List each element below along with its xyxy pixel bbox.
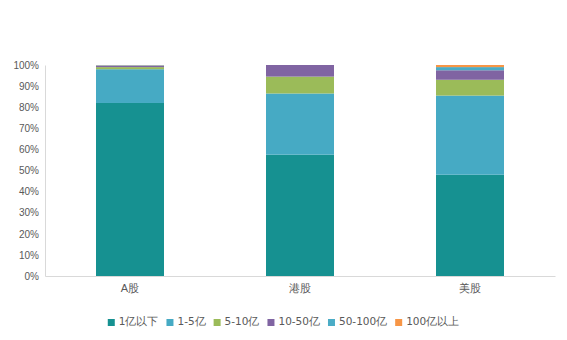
bars xyxy=(96,65,504,276)
y-tick: 80% xyxy=(19,102,45,113)
y-tick: 70% xyxy=(19,123,45,134)
y-tick-label: 20% xyxy=(19,229,39,240)
bar-segment xyxy=(96,66,164,67)
legend-label: 5-10亿 xyxy=(225,315,260,327)
chart: 0% 10% 20% 30% 40% 50% 60% 70% 80% 90% 100% A股 港股 美股 1… xyxy=(0,0,567,340)
y-tick: 20% xyxy=(19,229,45,240)
y-tick: 10% xyxy=(19,250,45,261)
bar-segment xyxy=(266,93,334,154)
y-tick: 90% xyxy=(19,81,45,92)
x-axis-line xyxy=(46,276,556,277)
y-tick-label: 90% xyxy=(19,81,39,92)
legend-item: 1亿以下 xyxy=(108,315,159,327)
x-tick: A股 xyxy=(121,276,139,294)
x-tick: 港股 xyxy=(289,276,311,294)
y-tick-label: 40% xyxy=(19,186,39,197)
legend-label: 100亿以上 xyxy=(406,315,459,327)
series xyxy=(96,69,504,175)
x-tick-label: 美股 xyxy=(459,282,481,294)
bar-segment xyxy=(436,96,504,175)
y-tick: 0% xyxy=(25,271,45,282)
y-axis: 0% 10% 20% 30% 40% 50% 60% 70% 80% 90% 100% xyxy=(13,60,45,282)
bar-segment xyxy=(96,67,164,69)
bar-segment xyxy=(436,80,504,96)
y-tick-label: 30% xyxy=(19,207,39,218)
y-tick-label: 100% xyxy=(13,60,39,71)
legend-label: 10-50亿 xyxy=(278,315,320,327)
legend-item: 50-100亿 xyxy=(328,315,387,327)
bar-segment xyxy=(96,65,164,66)
y-tick-label: 70% xyxy=(19,123,39,134)
y-tick: 50% xyxy=(19,165,45,176)
x-axis: A股 港股 美股 xyxy=(46,276,556,294)
legend-item: 1-5亿 xyxy=(166,315,205,327)
legend-swatch xyxy=(108,319,115,326)
y-tick-label: 50% xyxy=(19,165,39,176)
y-tick: 60% xyxy=(19,144,45,155)
y-axis-line xyxy=(45,66,46,277)
y-tick: 40% xyxy=(19,186,45,197)
bar-segment xyxy=(266,77,334,94)
x-tick: 美股 xyxy=(459,276,481,294)
bar-segment xyxy=(436,67,504,70)
series xyxy=(96,65,504,80)
legend: 1亿以下 1-5亿 5-10亿 10-50亿 50-100亿 100亿以上 xyxy=(108,315,459,327)
legend-swatch xyxy=(166,319,173,326)
x-tick-label: A股 xyxy=(121,282,139,294)
bar-segment xyxy=(436,175,504,276)
series xyxy=(96,65,504,70)
y-tick-label: 10% xyxy=(19,250,39,261)
bar-segment xyxy=(96,103,164,276)
legend-item: 10-50亿 xyxy=(267,315,320,327)
y-tick: 100% xyxy=(13,60,45,71)
bar-segment xyxy=(266,65,334,66)
bar-segment xyxy=(436,65,504,67)
legend-label: 1-5亿 xyxy=(177,315,205,327)
legend-swatch xyxy=(214,319,221,326)
legend-swatch xyxy=(395,319,402,326)
y-tick: 30% xyxy=(19,207,45,218)
bar-segment xyxy=(266,65,334,66)
legend-swatch xyxy=(267,319,274,326)
y-tick-label: 0% xyxy=(25,271,40,282)
plot: 0% 10% 20% 30% 40% 50% 60% 70% 80% 90% 100% A股 港股 美股 xyxy=(13,60,555,294)
bar-segment xyxy=(96,69,164,103)
legend-item: 5-10亿 xyxy=(214,315,260,327)
series xyxy=(96,65,504,67)
bar-segment xyxy=(266,155,334,276)
bar-segment xyxy=(266,65,334,77)
legend-item: 100亿以上 xyxy=(395,315,459,327)
legend-label: 50-100亿 xyxy=(339,315,387,327)
legend-label: 1亿以下 xyxy=(119,315,159,327)
y-tick-label: 60% xyxy=(19,144,39,155)
y-tick-label: 80% xyxy=(19,102,39,113)
x-tick-label: 港股 xyxy=(289,282,311,294)
legend-swatch xyxy=(328,319,335,326)
bar-segment xyxy=(436,70,504,79)
bar-segment xyxy=(96,65,164,66)
